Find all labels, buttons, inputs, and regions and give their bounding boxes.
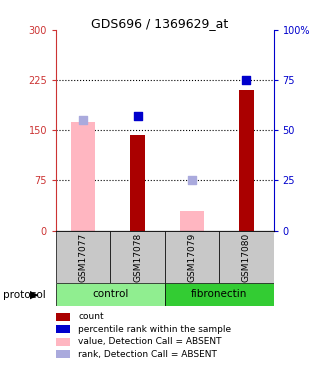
Text: value, Detection Call = ABSENT: value, Detection Call = ABSENT bbox=[78, 337, 222, 346]
Point bbox=[189, 177, 195, 183]
Text: GSM17078: GSM17078 bbox=[133, 232, 142, 282]
Point bbox=[81, 117, 86, 123]
Text: ▶: ▶ bbox=[30, 290, 39, 300]
Text: percentile rank within the sample: percentile rank within the sample bbox=[78, 325, 232, 334]
Bar bbox=[71, 122, 95, 231]
Bar bbox=[219, 231, 274, 283]
Text: fibronectin: fibronectin bbox=[191, 290, 247, 299]
Text: rank, Detection Call = ABSENT: rank, Detection Call = ABSENT bbox=[78, 350, 217, 358]
Bar bbox=[130, 135, 145, 231]
Bar bbox=[56, 283, 165, 306]
Bar bbox=[110, 231, 165, 283]
Text: GSM17080: GSM17080 bbox=[242, 232, 251, 282]
Point bbox=[244, 77, 249, 83]
Bar bbox=[56, 231, 110, 283]
Text: protocol: protocol bbox=[3, 290, 46, 300]
Text: GSM17079: GSM17079 bbox=[188, 232, 196, 282]
Bar bbox=[180, 211, 204, 231]
Bar bbox=[165, 283, 274, 306]
Text: GDS696 / 1369629_at: GDS696 / 1369629_at bbox=[92, 17, 228, 30]
Text: count: count bbox=[78, 312, 104, 321]
Bar bbox=[239, 90, 254, 231]
Text: control: control bbox=[92, 290, 129, 299]
Point bbox=[135, 113, 140, 119]
Text: GSM17077: GSM17077 bbox=[79, 232, 88, 282]
Bar bbox=[165, 231, 219, 283]
